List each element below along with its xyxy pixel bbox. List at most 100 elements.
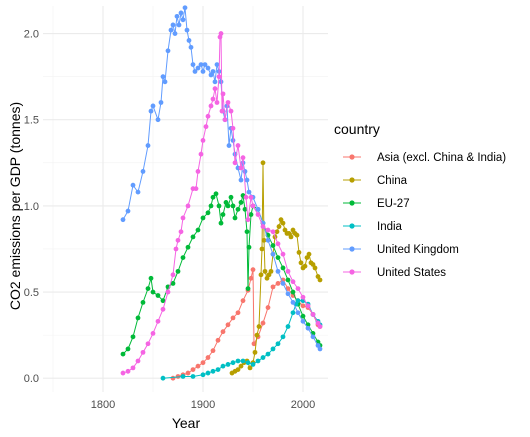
data-point	[205, 113, 211, 119]
legend-label: United Kingdom	[377, 244, 459, 256]
data-point	[135, 315, 141, 321]
data-point	[230, 315, 236, 321]
data-point	[170, 281, 176, 286]
data-point	[188, 44, 194, 50]
data-point	[274, 229, 280, 235]
legend-key-point	[349, 200, 355, 206]
data-point	[238, 200, 244, 205]
data-point	[298, 260, 304, 266]
data-point	[172, 31, 178, 36]
data-point	[285, 286, 291, 292]
legend-key-point	[349, 246, 355, 252]
data-point	[215, 367, 221, 372]
data-point	[148, 275, 154, 281]
data-point	[242, 169, 248, 174]
data-point	[260, 224, 266, 229]
x-tick-label: 1800	[91, 399, 115, 411]
data-point	[200, 372, 206, 378]
data-point	[185, 370, 191, 376]
data-point	[305, 325, 311, 331]
data-point	[180, 17, 186, 23]
data-point	[175, 268, 181, 274]
data-point	[265, 227, 271, 233]
data-point	[285, 291, 291, 297]
legend-label: China	[377, 175, 408, 187]
data-point	[220, 329, 226, 335]
data-point	[135, 189, 141, 195]
data-point	[285, 324, 291, 329]
data-point	[225, 362, 231, 367]
data-point	[213, 191, 219, 197]
data-point	[310, 334, 316, 340]
data-point	[173, 246, 179, 252]
data-point	[244, 229, 250, 235]
x-tick-label: 1900	[191, 399, 215, 411]
data-point	[243, 194, 249, 200]
data-point	[290, 279, 296, 285]
data-point	[202, 62, 208, 67]
data-point	[255, 212, 261, 217]
data-point	[230, 203, 236, 209]
data-point	[245, 286, 251, 292]
data-point	[165, 48, 171, 54]
data-point	[158, 100, 164, 105]
data-point	[235, 358, 241, 364]
legend-label: Asia (excl. China & India)	[377, 152, 506, 164]
data-point	[125, 346, 131, 352]
y-tick-label: 0.5	[24, 287, 39, 299]
data-point	[190, 62, 196, 67]
data-point	[276, 224, 282, 229]
data-point	[235, 143, 241, 148]
data-point	[275, 341, 281, 347]
y-axis-title: CO2 emissions per GDP (tonnes)	[7, 102, 23, 310]
data-point	[175, 237, 181, 243]
data-point	[255, 358, 261, 364]
data-point	[195, 363, 201, 369]
data-point	[198, 62, 204, 67]
data-point	[145, 143, 151, 148]
data-point	[296, 250, 302, 255]
legend-key-point	[349, 177, 355, 183]
data-point	[226, 143, 232, 148]
y-tick-label: 1.5	[24, 115, 39, 127]
data-point	[200, 69, 206, 74]
data-point	[120, 351, 126, 357]
series-line	[122, 33, 321, 374]
data-point	[228, 194, 234, 200]
series-united-states	[120, 31, 323, 376]
data-point	[270, 346, 276, 352]
data-point	[240, 358, 246, 364]
data-point	[145, 341, 151, 347]
data-point	[210, 194, 216, 200]
data-point	[170, 272, 176, 278]
data-point	[176, 22, 182, 28]
data-point	[162, 79, 168, 85]
data-point	[220, 212, 226, 217]
data-point	[180, 374, 186, 379]
data-point	[270, 243, 276, 248]
data-point	[248, 212, 254, 217]
data-point	[232, 160, 238, 166]
data-point	[302, 263, 308, 269]
legend-label: India	[377, 221, 403, 233]
data-point	[195, 227, 201, 233]
data-point	[214, 100, 220, 105]
data-point	[255, 206, 261, 212]
data-point	[205, 370, 211, 376]
data-point	[160, 74, 166, 80]
data-point	[178, 229, 184, 235]
data-point	[280, 220, 286, 226]
data-point	[155, 117, 161, 123]
legend-key-point	[349, 223, 355, 229]
data-point	[216, 203, 222, 209]
data-point	[160, 306, 166, 312]
data-point	[295, 298, 301, 304]
data-point	[125, 368, 131, 374]
data-point	[317, 324, 323, 329]
data-point	[219, 108, 225, 114]
data-point	[290, 310, 296, 316]
data-point	[125, 208, 131, 214]
series-eu-27	[120, 191, 323, 357]
legend-item-asia-excl-china-india: Asia (excl. China & India)	[343, 152, 506, 164]
